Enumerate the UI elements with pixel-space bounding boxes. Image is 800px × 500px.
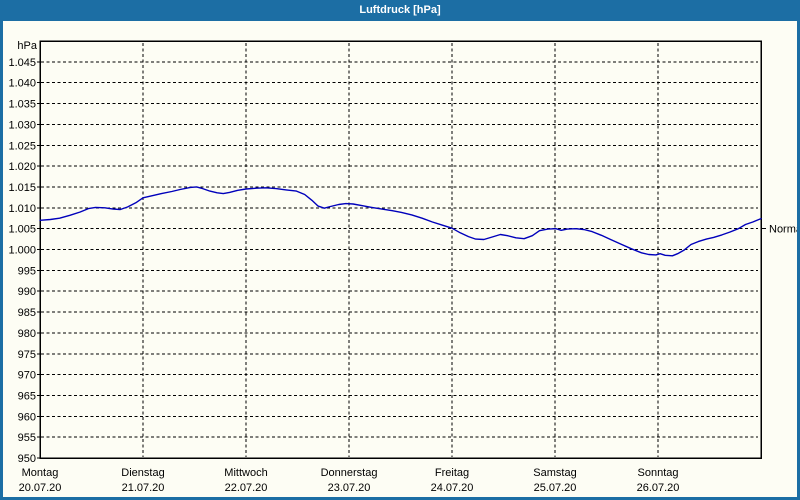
chart-content: hPa 1.045 1.040 1.035 1.030 1.025 1.020 1.015 1.… <box>3 21 797 497</box>
y-tick-label: 975 <box>18 349 36 361</box>
y-tick-label: 995 <box>18 265 36 277</box>
y-tick-label: 965 <box>18 390 36 402</box>
date-label: 26.07.20 <box>637 482 680 494</box>
y-tick-label: 1.005 <box>8 224 36 236</box>
normal-label: Normal <box>769 224 797 236</box>
y-tick-label: 960 <box>18 411 36 423</box>
y-tick-label: 1.030 <box>8 119 36 131</box>
date-label: 20.07.20 <box>19 482 62 494</box>
y-tick-label: 980 <box>18 328 36 340</box>
date-label: 23.07.20 <box>328 482 371 494</box>
y-tick-label: 950 <box>18 453 36 465</box>
day-label: Sonntag <box>638 467 679 479</box>
date-label: 24.07.20 <box>431 482 474 494</box>
day-label: Montag <box>22 467 59 479</box>
y-tick-label: 1.020 <box>8 161 36 173</box>
window-title: Luftdruck [hPa] <box>359 4 441 16</box>
y-tick-label: 1.025 <box>8 140 36 152</box>
y-tick-label: 1.040 <box>8 78 36 90</box>
pressure-line <box>39 186 762 257</box>
day-label: Mittwoch <box>224 467 267 479</box>
day-label: Freitag <box>435 467 469 479</box>
plot-border <box>39 40 762 459</box>
day-label: Dienstag <box>121 467 164 479</box>
date-label: 22.07.20 <box>225 482 268 494</box>
day-label: Donnerstag <box>321 467 378 479</box>
y-tick-label: 1.000 <box>8 245 36 257</box>
y-tick-label: 985 <box>18 307 36 319</box>
date-label: 21.07.20 <box>122 482 165 494</box>
title-bar: Luftdruck [hPa] <box>0 0 800 21</box>
y-tick-label: 990 <box>18 286 36 298</box>
y-tick-label: 1.015 <box>8 182 36 194</box>
y-tick-label: 1.035 <box>8 99 36 111</box>
y-tick-label: 1.045 <box>8 57 36 69</box>
y-tick-label: 1.010 <box>8 203 36 215</box>
day-label: Samstag <box>533 467 576 479</box>
date-label: 25.07.20 <box>534 482 577 494</box>
y-tick-label: 970 <box>18 370 36 382</box>
y-axis-unit-label: hPa <box>17 40 37 52</box>
y-tick-label: 955 <box>18 432 36 444</box>
pressure-chart: hPa 1.045 1.040 1.035 1.030 1.025 1.020 1.015 1.… <box>8 40 797 494</box>
